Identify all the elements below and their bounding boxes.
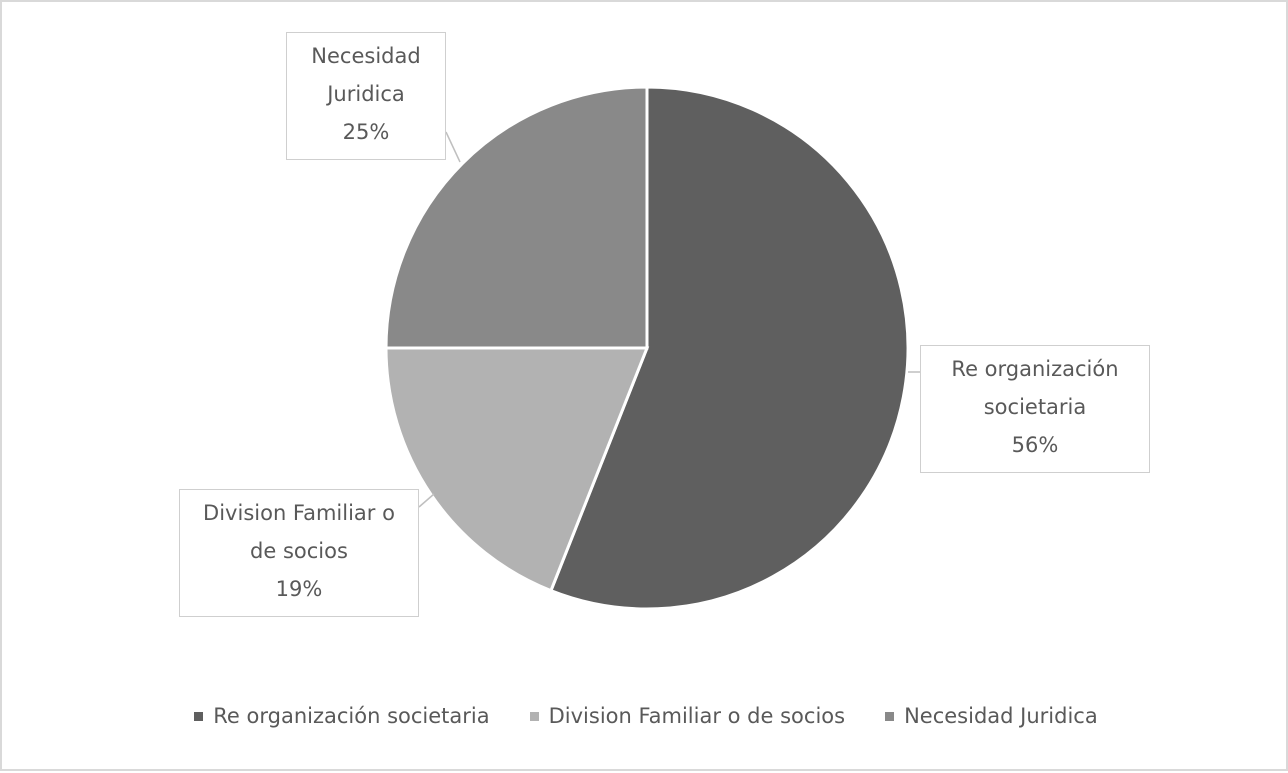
data-label-category: Re organización societaria: [951, 357, 1119, 419]
leader-line: [445, 131, 461, 163]
pie-slice: [384, 85, 649, 350]
data-label-value: 25%: [342, 120, 390, 144]
data-label-category: Division Familiar o de socios: [203, 501, 395, 563]
pie-slice: [548, 85, 910, 611]
legend-label: Re organización societaria: [213, 704, 490, 728]
data-label: Re organización societaria 56%: [920, 345, 1150, 473]
data-label-value: 19%: [275, 577, 323, 601]
data-label-value: 56%: [1011, 433, 1059, 457]
legend: Re organización societaria Division Famil…: [2, 704, 1288, 728]
legend-item: Necesidad Juridica: [885, 704, 1098, 728]
data-label-category: Necesidad Juridica: [311, 44, 421, 106]
pie-slice: [384, 346, 650, 593]
legend-swatch: [885, 711, 895, 721]
data-label: Division Familiar o de socios 19%: [179, 489, 419, 617]
legend-label: Division Familiar o de socios: [548, 704, 846, 728]
legend-item: Division Familiar o de socios: [529, 704, 846, 728]
legend-swatch: [194, 711, 204, 721]
legend-item: Re organización societaria: [194, 704, 490, 728]
legend-swatch: [529, 711, 539, 721]
data-label: Necesidad Juridica 25%: [286, 32, 446, 160]
leader-line: [418, 493, 435, 508]
legend-label: Necesidad Juridica: [904, 704, 1098, 728]
